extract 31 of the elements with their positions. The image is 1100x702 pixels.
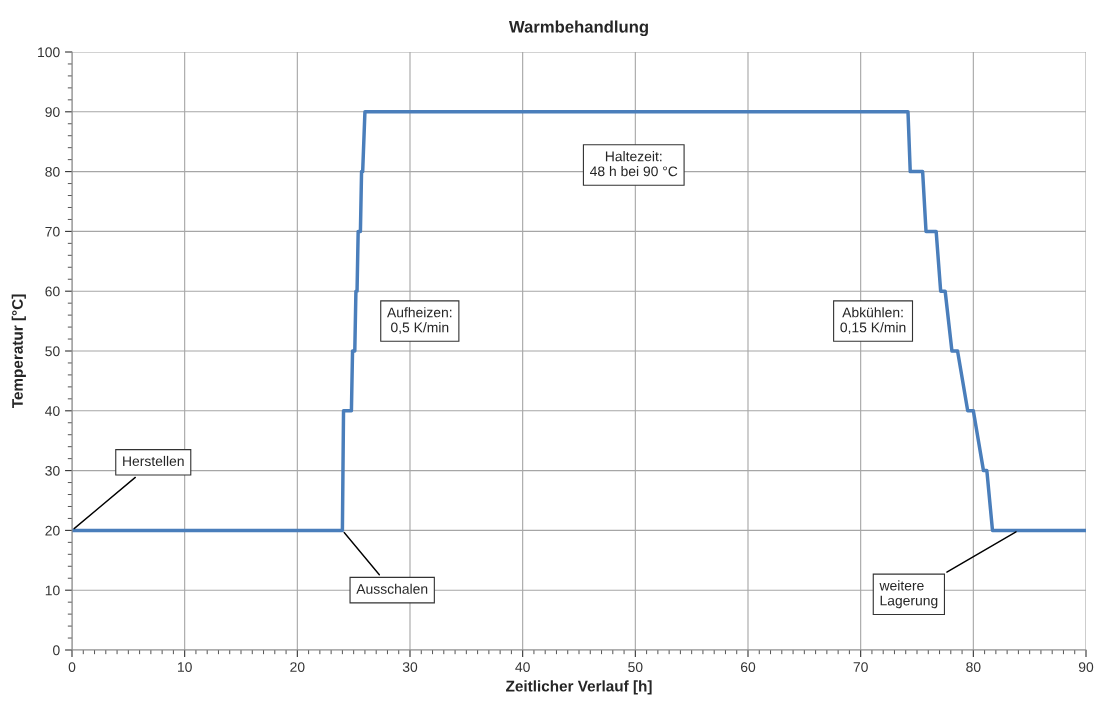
y-tick-label: 100 bbox=[38, 47, 60, 58]
y-tick-label: 0 bbox=[53, 645, 60, 656]
y-tick-label: 50 bbox=[45, 346, 60, 357]
y-tick-label: 30 bbox=[45, 465, 60, 476]
y-tick-label: 70 bbox=[45, 226, 60, 237]
y-axis-title: Temperatur [°C] bbox=[11, 294, 26, 409]
y-tick-label: 90 bbox=[45, 107, 60, 117]
annotation: Aufheizen: 0,5 K/min bbox=[387, 307, 452, 334]
y-tick-label: 40 bbox=[45, 406, 60, 416]
y-tick-label: 80 bbox=[45, 166, 60, 177]
annotation: Ausschalen bbox=[356, 583, 428, 594]
y-tick-label: 60 bbox=[45, 286, 60, 297]
x-tick-label: 30 bbox=[402, 662, 418, 673]
x-tick-label: 0 bbox=[68, 662, 76, 673]
x-tick-label: 20 bbox=[290, 662, 305, 673]
annotation: Abkühlen: 0,15 K/min bbox=[840, 307, 906, 334]
x-axis-title: Zeitlicher Verlauf [h] bbox=[506, 680, 652, 695]
x-tick-label: 90 bbox=[1078, 662, 1094, 673]
x-tick-label: 80 bbox=[966, 662, 981, 673]
annotation: Herstellen bbox=[123, 455, 184, 467]
x-tick-label: 40 bbox=[515, 662, 530, 673]
y-tick-label: 10 bbox=[45, 585, 60, 596]
x-tick-label: 50 bbox=[628, 662, 643, 673]
annotation: weitere Lagerung bbox=[879, 580, 938, 609]
annotation: Haltezeit: 48 h bei 90 °C bbox=[589, 151, 678, 177]
x-tick-label: 10 bbox=[178, 662, 192, 673]
x-tick-label: 70 bbox=[853, 662, 868, 673]
x-tick-label: 60 bbox=[740, 662, 756, 673]
y-tick-label: 20 bbox=[45, 525, 60, 536]
chart-title: Warmbehandlung bbox=[508, 20, 648, 37]
line-series bbox=[72, 110, 1086, 533]
